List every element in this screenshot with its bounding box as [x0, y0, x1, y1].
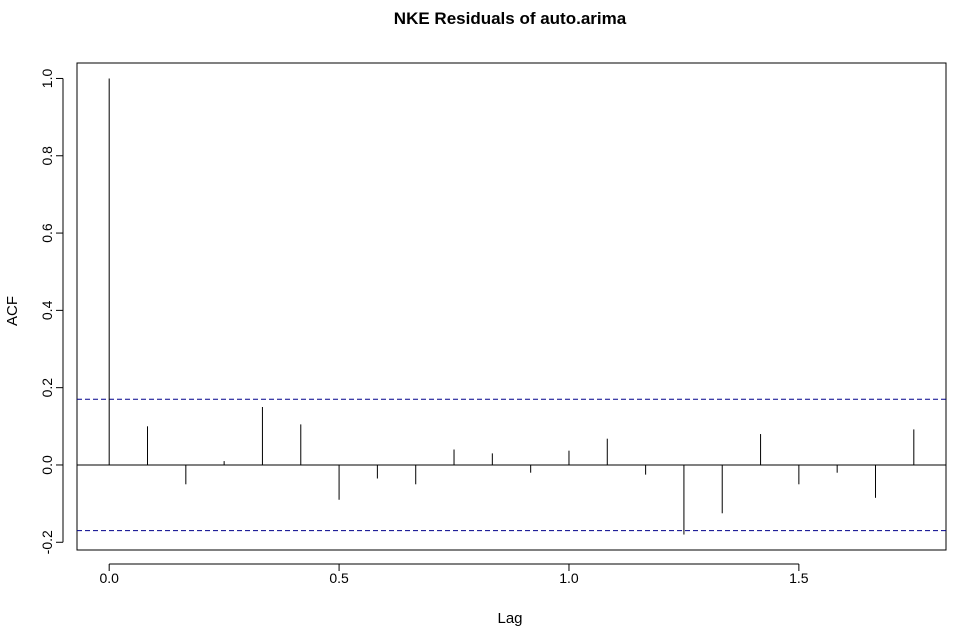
y-axis-label: ACF	[4, 296, 21, 326]
y-tick-label: -0.2	[39, 530, 55, 554]
y-tick-label: 0.4	[39, 300, 55, 320]
y-tick-label: 0.8	[39, 146, 55, 166]
x-tick-label: 1.0	[559, 570, 579, 586]
x-axis: 0.0 0.5 1.0 1.5	[99, 563, 809, 586]
x-tick-label: 1.5	[789, 570, 809, 586]
y-tick-label: 0.0	[39, 455, 55, 475]
acf-bars	[108, 78, 915, 535]
x-tick-label: 0.5	[329, 570, 349, 586]
confidence-bounds	[77, 398, 946, 532]
y-tick-label: 0.6	[39, 223, 55, 243]
x-tick-label: 0.0	[99, 570, 119, 586]
y-tick-label: 0.2	[39, 378, 55, 398]
y-axis: -0.2 0.0 0.2 0.4 0.6 0.8 1.0	[39, 69, 64, 554]
x-axis-label: Lag	[497, 610, 522, 627]
chart-title: NKE Residuals of auto.arima	[394, 9, 627, 28]
y-tick-label: 1.0	[39, 69, 55, 89]
plot-frame	[76, 62, 947, 551]
